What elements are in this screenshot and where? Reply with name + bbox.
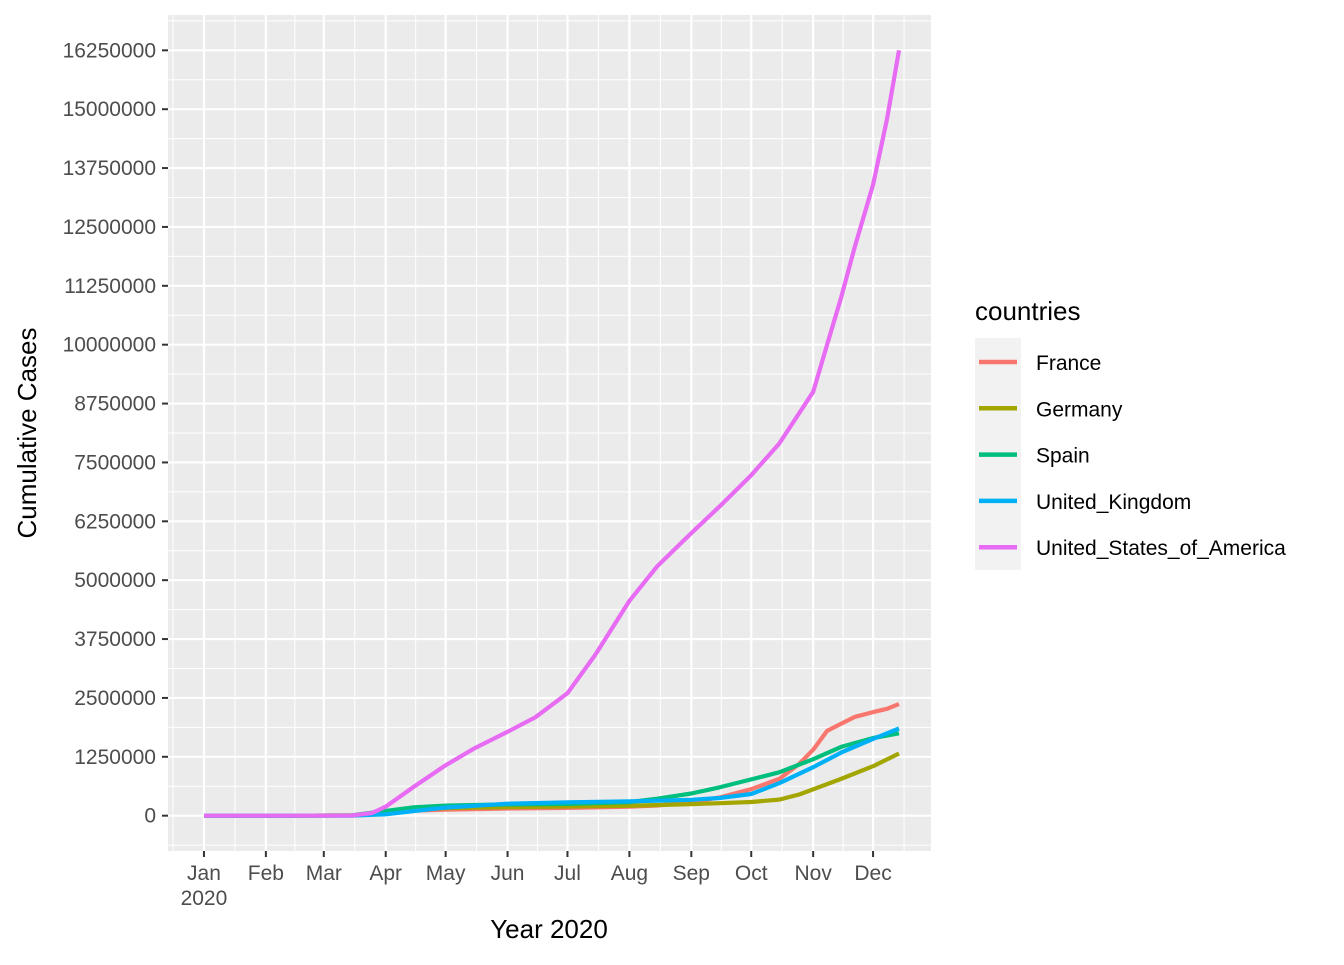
x-tick-label: Feb — [248, 862, 284, 885]
y-axis: 0 1250000 2500000 3750000 5000000 6250000 7500… — [63, 39, 168, 828]
y-axis-title: Cumulative Cases — [12, 328, 42, 539]
legend: countries France Germany Spain United_Kingd… — [975, 296, 1286, 570]
legend-title: countries — [975, 296, 1081, 326]
series-layer — [204, 49, 902, 818]
legend-label: Spain — [1036, 445, 1090, 468]
legend-label: Germany — [1036, 398, 1123, 421]
x-tick-label: Oct — [735, 862, 768, 885]
x-tick-label: Sep — [673, 862, 710, 885]
x-tick-label: Dec — [854, 862, 891, 885]
series-line-united-kingdom — [204, 726, 900, 818]
y-tick-label: 1250000 — [74, 746, 156, 769]
x-tick-label: Apr — [369, 862, 402, 885]
x-tick-label: Jan — [187, 862, 221, 885]
legend-label: France — [1036, 352, 1101, 375]
x-tick-sublabel: 2020 — [181, 887, 228, 910]
y-tick-label: 3750000 — [74, 628, 156, 651]
y-tick-label: 7500000 — [74, 451, 156, 474]
y-tick-label: 6250000 — [74, 510, 156, 533]
legend-label: United_Kingdom — [1036, 491, 1191, 514]
y-tick-label: 13750000 — [63, 157, 156, 180]
grid-minor — [168, 15, 931, 851]
y-tick-label: 8750000 — [74, 393, 156, 416]
x-tick-label: Jun — [491, 862, 525, 885]
legend-items: France Germany Spain United_Kingdom United_S… — [975, 338, 1286, 570]
legend-label: United_States_of_America — [1036, 537, 1286, 560]
x-tick-label: Jul — [554, 862, 581, 885]
y-tick-label: 16250000 — [63, 39, 156, 62]
y-tick-label: 5000000 — [74, 569, 156, 592]
y-tick-label: 15000000 — [63, 98, 156, 121]
x-tick-label: Nov — [794, 862, 832, 885]
y-tick-label: 0 — [144, 805, 156, 828]
series-line-united-states-of-america — [204, 49, 902, 818]
y-tick-label: 11250000 — [64, 275, 156, 298]
x-tick-label: Aug — [611, 862, 648, 885]
y-tick-label: 10000000 — [63, 334, 156, 357]
x-tick-label: May — [426, 862, 466, 885]
x-tick-label: Mar — [306, 862, 342, 885]
x-axis-title: Year 2020 — [490, 914, 608, 944]
y-tick-label: 12500000 — [63, 216, 156, 239]
y-tick-label: 2500000 — [74, 687, 156, 710]
